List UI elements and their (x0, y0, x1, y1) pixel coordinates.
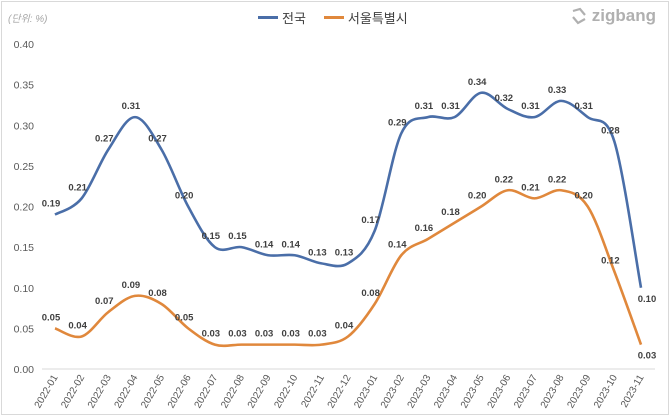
data-label: 0.21 (521, 182, 540, 193)
x-tick-label: 2023-02 (379, 373, 407, 411)
data-label: 0.03 (638, 351, 657, 362)
data-label: 0.09 (122, 280, 141, 291)
zigbang-logo-icon (571, 7, 586, 25)
data-label: 0.04 (68, 321, 87, 332)
y-tick-label: 0.40 (14, 39, 35, 51)
legend-item-national: 전국 (258, 8, 306, 27)
x-tick-label: 2023-01 (352, 373, 380, 411)
data-label: 0.31 (415, 101, 434, 112)
y-tick-label: 0.15 (14, 242, 35, 254)
data-label: 0.03 (308, 329, 327, 340)
zigbang-logo: zigbang (570, 6, 656, 26)
data-label: 0.29 (388, 117, 407, 128)
x-tick-label: 2022-08 (219, 373, 247, 411)
data-label: 0.08 (148, 288, 167, 299)
x-tick-label: 2023-03 (406, 373, 434, 411)
legend-item-seoul: 서울특별시 (323, 8, 408, 27)
data-label: 0.03 (228, 329, 247, 340)
data-label: 0.07 (95, 296, 114, 307)
data-label: 0.28 (601, 126, 620, 137)
series-line-0 (54, 91, 643, 288)
x-tick-label: 2022-09 (246, 373, 274, 411)
data-label: 0.16 (415, 223, 434, 234)
x-tick-label: 2023-11 (619, 373, 647, 410)
x-tick-label: 2023-05 (459, 373, 487, 411)
data-label: 0.10 (638, 294, 657, 305)
y-tick-label: 0.20 (14, 202, 35, 214)
legend-swatch-seoul (323, 16, 344, 19)
data-label: 0.03 (281, 329, 300, 340)
x-tick-label: 2023-09 (565, 373, 593, 411)
x-tick-label: 2022-10 (272, 373, 300, 411)
legend: 전국 서울특별시 (258, 8, 408, 27)
data-label: 0.05 (175, 312, 194, 323)
data-label: 0.04 (335, 321, 354, 332)
data-label: 0.27 (148, 134, 167, 145)
data-label: 0.31 (574, 101, 593, 112)
data-label: 0.33 (548, 85, 567, 96)
data-label: 0.22 (548, 174, 567, 185)
data-label: 0.08 (361, 288, 380, 299)
x-tick-label: 2022-02 (59, 373, 87, 411)
data-label: 0.18 (441, 207, 460, 218)
data-label: 0.34 (468, 77, 487, 88)
data-label: 0.17 (361, 215, 380, 226)
data-label: 0.12 (601, 256, 620, 267)
x-tick-label: 2023-07 (512, 373, 540, 411)
data-label: 0.20 (468, 191, 487, 202)
data-label: 0.13 (308, 247, 327, 258)
y-tick-label: 0.10 (14, 283, 35, 295)
y-tick-label: 0.35 (14, 80, 35, 92)
x-tick-label: 2022-07 (193, 373, 221, 411)
y-tick-label: 0.05 (14, 323, 35, 335)
data-label: 0.05 (42, 312, 61, 323)
x-tick-label: 2022-05 (139, 373, 167, 411)
x-tick-label: 2022-01 (33, 373, 61, 411)
legend-label: 전국 (282, 11, 306, 26)
data-label: 0.14 (255, 239, 274, 250)
y-tick-label: 0.25 (14, 161, 35, 173)
data-label: 0.14 (388, 239, 407, 250)
x-tick-label: 2023-06 (486, 373, 514, 411)
x-tick-label: 2023-04 (432, 373, 460, 411)
y-tick-label: 0.30 (14, 120, 35, 132)
x-tick-label: 2022-12 (326, 373, 354, 411)
data-label: 0.03 (202, 329, 221, 340)
x-tick-label: 2023-10 (592, 373, 620, 411)
data-label: 0.31 (521, 101, 540, 112)
data-label: 0.15 (228, 231, 247, 242)
unit-label: (단위: %) (8, 14, 48, 25)
logo-text: zigbang (591, 6, 656, 25)
data-label: 0.32 (495, 93, 514, 104)
data-label: 0.19 (42, 199, 61, 210)
series-line-1 (54, 188, 643, 348)
x-tick-label: 2022-06 (166, 373, 194, 411)
data-label: 0.03 (255, 329, 274, 340)
data-label: 0.20 (574, 191, 593, 202)
data-label: 0.31 (122, 101, 141, 112)
y-tick-label: 0.00 (14, 364, 35, 376)
x-tick-label: 2023-08 (539, 373, 567, 411)
data-label: 0.22 (495, 174, 514, 185)
data-label: 0.21 (68, 182, 87, 193)
data-label: 0.31 (441, 101, 460, 112)
data-label: 0.20 (175, 191, 194, 202)
data-label: 0.13 (335, 247, 354, 258)
x-tick-label: 2022-04 (113, 373, 141, 411)
x-tick-label: 2022-11 (299, 373, 327, 410)
legend-label: 서울특별시 (347, 11, 408, 26)
data-label: 0.15 (202, 231, 221, 242)
data-label: 0.14 (281, 239, 300, 250)
data-label: 0.27 (95, 134, 114, 145)
x-tick-label: 2022-03 (86, 373, 114, 411)
legend-swatch-national (258, 16, 278, 19)
